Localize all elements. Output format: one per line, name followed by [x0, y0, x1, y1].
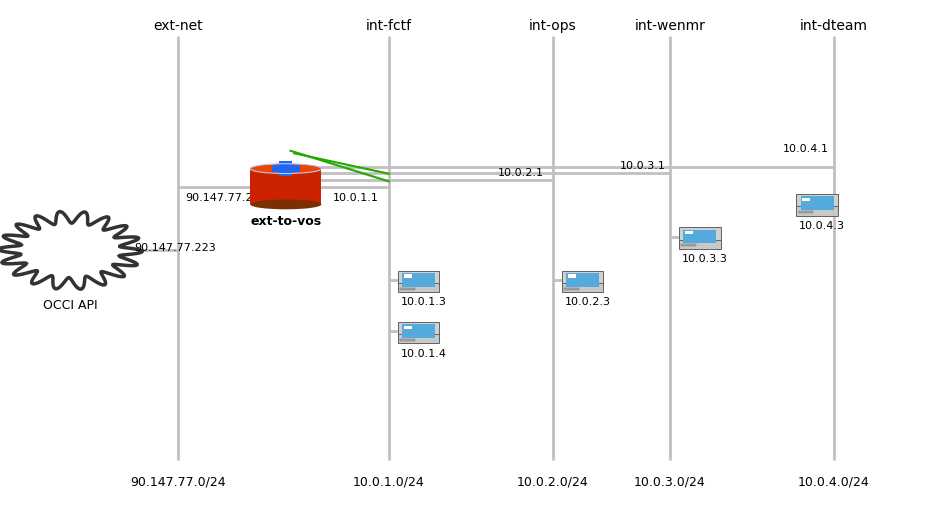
Text: 90.147.77.224: 90.147.77.224	[185, 193, 267, 203]
FancyBboxPatch shape	[400, 339, 415, 341]
Text: int-wenmr: int-wenmr	[634, 19, 705, 33]
Text: 10.0.2.0/24: 10.0.2.0/24	[517, 475, 588, 488]
Polygon shape	[0, 212, 142, 289]
FancyBboxPatch shape	[563, 288, 578, 290]
Text: 10.0.2.1: 10.0.2.1	[497, 168, 543, 178]
Text: 10.0.4.3: 10.0.4.3	[797, 221, 844, 231]
Text: 10.0.2.3: 10.0.2.3	[563, 297, 610, 308]
FancyBboxPatch shape	[402, 273, 435, 287]
Text: ext-to-vos: ext-to-vos	[250, 215, 321, 227]
FancyBboxPatch shape	[402, 324, 435, 338]
FancyBboxPatch shape	[797, 211, 812, 213]
FancyBboxPatch shape	[684, 231, 693, 235]
FancyBboxPatch shape	[682, 229, 716, 243]
FancyBboxPatch shape	[680, 244, 695, 246]
FancyBboxPatch shape	[565, 273, 599, 287]
FancyBboxPatch shape	[271, 165, 300, 172]
Text: 10.0.1.1: 10.0.1.1	[332, 193, 378, 203]
FancyBboxPatch shape	[250, 169, 321, 204]
FancyBboxPatch shape	[403, 274, 412, 278]
Text: 90.147.77.0/24: 90.147.77.0/24	[130, 475, 226, 488]
Text: 10.0.1.4: 10.0.1.4	[400, 349, 446, 359]
FancyBboxPatch shape	[398, 322, 439, 340]
FancyBboxPatch shape	[679, 227, 720, 246]
FancyBboxPatch shape	[562, 271, 603, 289]
Text: 10.0.3.1: 10.0.3.1	[619, 161, 665, 171]
FancyBboxPatch shape	[279, 161, 292, 176]
FancyBboxPatch shape	[398, 283, 439, 292]
Ellipse shape	[250, 199, 321, 210]
FancyBboxPatch shape	[567, 274, 576, 278]
FancyBboxPatch shape	[398, 271, 439, 289]
Text: OCCI API: OCCI API	[43, 299, 97, 312]
Text: 10.0.1.0/24: 10.0.1.0/24	[353, 475, 424, 488]
FancyBboxPatch shape	[799, 196, 833, 210]
Text: int-dteam: int-dteam	[799, 19, 867, 33]
Text: 10.0.4.0/24: 10.0.4.0/24	[797, 475, 869, 488]
Ellipse shape	[250, 164, 321, 174]
FancyBboxPatch shape	[796, 206, 837, 216]
FancyBboxPatch shape	[679, 240, 720, 249]
Text: 90.147.77.223: 90.147.77.223	[134, 243, 215, 253]
FancyBboxPatch shape	[796, 194, 837, 213]
Text: 10.0.3.3: 10.0.3.3	[681, 254, 726, 264]
Text: 10.0.4.1: 10.0.4.1	[782, 144, 828, 154]
Text: 10.0.1.3: 10.0.1.3	[401, 297, 446, 308]
FancyBboxPatch shape	[398, 334, 439, 343]
Text: 10.0.3.0/24: 10.0.3.0/24	[634, 475, 705, 488]
FancyBboxPatch shape	[400, 288, 415, 290]
Text: int-ops: int-ops	[529, 19, 576, 33]
FancyBboxPatch shape	[801, 198, 810, 201]
FancyBboxPatch shape	[562, 283, 603, 292]
FancyBboxPatch shape	[403, 326, 412, 329]
Text: int-fctf: int-fctf	[365, 19, 412, 33]
Text: ext-net: ext-net	[154, 19, 202, 33]
